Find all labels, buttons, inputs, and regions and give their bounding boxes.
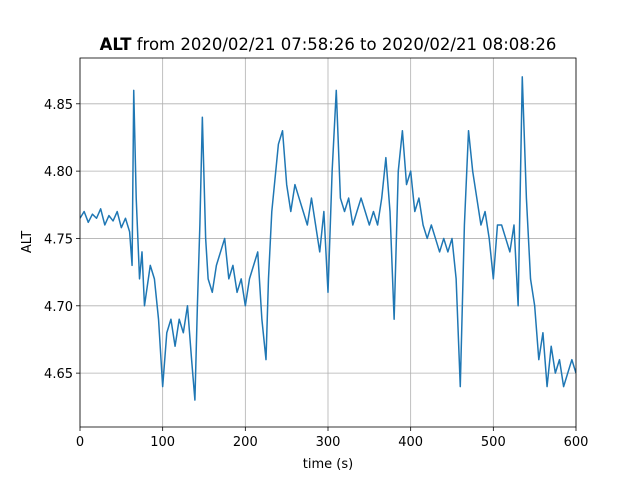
y-axis-label: ALT bbox=[20, 231, 35, 253]
y-tick-label: 4.85 bbox=[44, 98, 73, 113]
x-tick-label: 100 bbox=[150, 435, 175, 450]
y-tick-label: 4.65 bbox=[44, 367, 73, 382]
x-tick-label: 600 bbox=[564, 435, 589, 450]
x-tick-label: 0 bbox=[76, 435, 84, 450]
plot-frame bbox=[79, 57, 577, 428]
x-tick-label: 200 bbox=[233, 435, 258, 450]
y-tick-label: 4.75 bbox=[44, 232, 73, 247]
y-tick-label: 4.80 bbox=[44, 165, 73, 180]
x-tick-label: 300 bbox=[316, 435, 341, 450]
x-axis-label: time (s) bbox=[303, 457, 353, 472]
title-variable: ALT bbox=[100, 35, 133, 54]
y-tick-label: 4.70 bbox=[44, 300, 73, 315]
line bbox=[80, 76, 576, 401]
x-tick-label: 400 bbox=[398, 435, 423, 450]
chart-title: ALT from 2020/02/21 07:58:26 to 2020/02/… bbox=[100, 35, 557, 54]
title-range: from 2020/02/21 07:58:26 to 2020/02/21 0… bbox=[137, 35, 557, 54]
x-tick-label: 500 bbox=[481, 435, 506, 450]
